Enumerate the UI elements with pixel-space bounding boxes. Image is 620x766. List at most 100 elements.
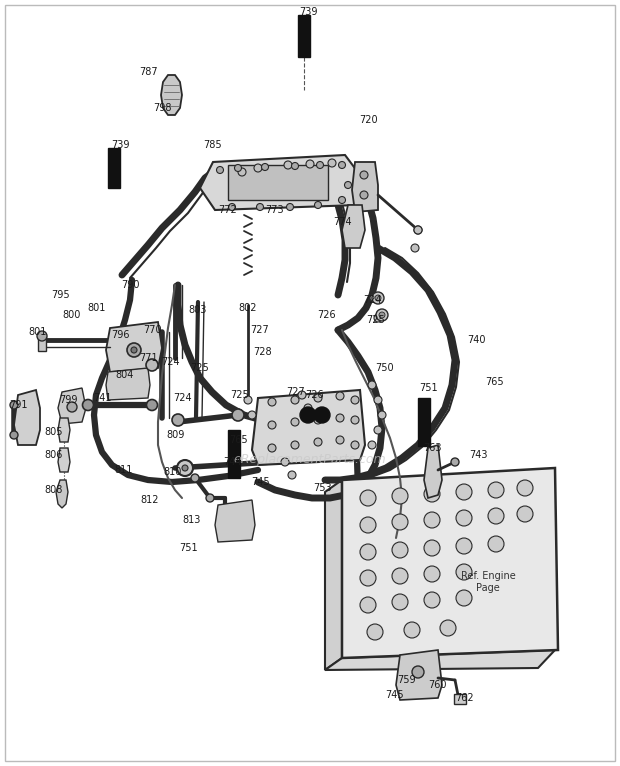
Circle shape (456, 484, 472, 500)
Circle shape (378, 411, 386, 419)
Circle shape (314, 394, 322, 402)
Polygon shape (58, 418, 70, 442)
Circle shape (314, 416, 322, 424)
Text: 770: 770 (143, 325, 161, 335)
Text: 760: 760 (428, 680, 446, 690)
Polygon shape (106, 368, 150, 400)
Circle shape (414, 226, 422, 234)
Circle shape (146, 359, 158, 371)
Circle shape (345, 182, 352, 188)
Circle shape (379, 312, 385, 318)
Circle shape (351, 441, 359, 449)
Circle shape (37, 331, 47, 341)
Text: 765: 765 (485, 377, 503, 387)
Text: 751: 751 (179, 543, 197, 553)
Circle shape (316, 162, 324, 169)
Text: 745: 745 (384, 690, 404, 700)
Polygon shape (252, 390, 365, 465)
Circle shape (284, 161, 292, 169)
Text: 740: 740 (467, 335, 485, 345)
Text: 724: 724 (173, 393, 192, 403)
Circle shape (248, 411, 256, 419)
Text: 725: 725 (231, 390, 249, 400)
Circle shape (456, 538, 472, 554)
Circle shape (360, 597, 376, 613)
Text: 739: 739 (299, 7, 317, 17)
Circle shape (392, 488, 408, 504)
Text: 728: 728 (253, 347, 272, 357)
Circle shape (339, 162, 345, 169)
Circle shape (456, 564, 472, 580)
Circle shape (336, 436, 344, 444)
Circle shape (368, 441, 376, 449)
Circle shape (67, 402, 77, 412)
Polygon shape (342, 205, 365, 248)
Circle shape (281, 458, 289, 466)
Bar (298, 15, 310, 57)
Polygon shape (396, 650, 442, 700)
Circle shape (262, 163, 268, 171)
Circle shape (488, 482, 504, 498)
Circle shape (451, 458, 459, 466)
Text: 799: 799 (59, 395, 78, 405)
Circle shape (376, 309, 388, 321)
Polygon shape (200, 155, 360, 210)
Circle shape (304, 404, 312, 412)
Circle shape (257, 204, 264, 211)
Text: 724: 724 (161, 357, 179, 367)
Text: 808: 808 (45, 485, 63, 495)
Text: 804: 804 (116, 370, 134, 380)
Polygon shape (215, 500, 255, 542)
Text: 727: 727 (250, 325, 269, 335)
Polygon shape (56, 480, 68, 508)
Bar (38, 336, 46, 351)
Text: 811: 811 (115, 465, 133, 475)
Text: 798: 798 (153, 103, 171, 113)
Circle shape (182, 465, 188, 471)
Circle shape (456, 510, 472, 526)
Bar (228, 430, 240, 478)
Circle shape (291, 441, 299, 449)
Text: 751: 751 (418, 383, 437, 393)
Text: 803: 803 (189, 305, 207, 315)
Circle shape (268, 398, 276, 406)
Text: 787: 787 (139, 67, 157, 77)
Text: 813: 813 (183, 515, 201, 525)
Circle shape (314, 407, 330, 423)
Text: 774: 774 (333, 217, 352, 227)
Circle shape (234, 165, 242, 172)
Circle shape (488, 536, 504, 552)
Bar (454, 694, 466, 704)
Circle shape (172, 414, 184, 426)
Polygon shape (14, 390, 40, 445)
Circle shape (232, 409, 244, 421)
Text: 743: 743 (469, 450, 487, 460)
Circle shape (339, 197, 345, 204)
Circle shape (370, 294, 378, 302)
Text: 802: 802 (239, 303, 257, 313)
Circle shape (146, 400, 157, 411)
Circle shape (336, 392, 344, 400)
Circle shape (360, 544, 376, 560)
Text: 759: 759 (397, 675, 415, 685)
Circle shape (517, 480, 533, 496)
Circle shape (404, 622, 420, 638)
Text: Ref. Engine
Page: Ref. Engine Page (461, 571, 515, 593)
Circle shape (488, 508, 504, 524)
Circle shape (177, 460, 193, 476)
Circle shape (206, 494, 214, 502)
Polygon shape (58, 448, 70, 472)
Text: 812: 812 (141, 495, 159, 505)
Circle shape (424, 512, 440, 528)
Text: 785: 785 (203, 140, 221, 150)
Text: 727: 727 (286, 387, 306, 397)
Circle shape (368, 381, 376, 389)
Text: 806: 806 (45, 450, 63, 460)
Circle shape (229, 204, 236, 211)
Circle shape (424, 540, 440, 556)
Text: 773: 773 (266, 205, 285, 215)
Text: 801: 801 (88, 303, 106, 313)
Text: 726: 726 (317, 310, 335, 320)
Circle shape (216, 166, 223, 174)
Text: 744: 744 (223, 457, 241, 467)
